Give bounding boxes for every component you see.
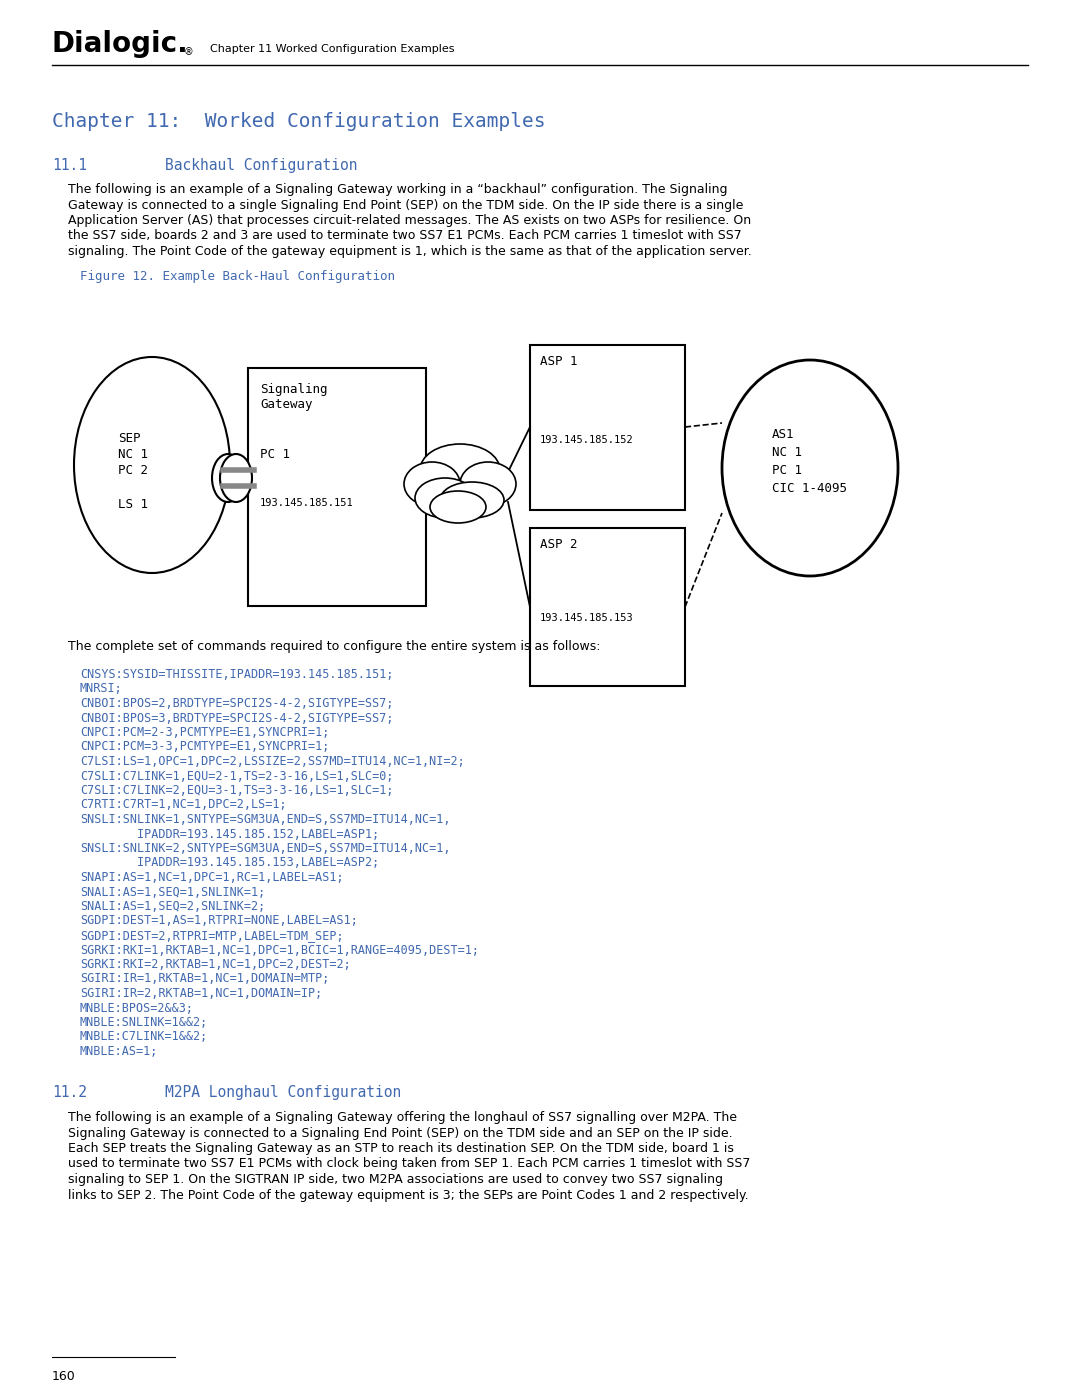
Ellipse shape bbox=[404, 462, 460, 506]
Bar bbox=[248, 367, 426, 606]
Text: LS 1: LS 1 bbox=[118, 497, 148, 511]
Ellipse shape bbox=[723, 360, 897, 576]
Text: PC 1: PC 1 bbox=[260, 448, 291, 461]
Text: SNSLI:SNLINK=1,SNTYPE=SGM3UA,END=S,SS7MD=ITU14,NC=1,: SNSLI:SNLINK=1,SNTYPE=SGM3UA,END=S,SS7MD… bbox=[80, 813, 450, 826]
Text: The following is an example of a Signaling Gateway working in a “backhaul” confi: The following is an example of a Signali… bbox=[68, 183, 728, 196]
Text: SGRKI:RKI=1,RKTAB=1,NC=1,DPC=1,BCIC=1,RANGE=4095,DEST=1;: SGRKI:RKI=1,RKTAB=1,NC=1,DPC=1,BCIC=1,RA… bbox=[80, 943, 480, 957]
Ellipse shape bbox=[75, 358, 230, 573]
Ellipse shape bbox=[212, 454, 244, 502]
Text: SNAPI:AS=1,NC=1,DPC=1,RC=1,LABEL=AS1;: SNAPI:AS=1,NC=1,DPC=1,RC=1,LABEL=AS1; bbox=[80, 870, 343, 884]
Text: AS1: AS1 bbox=[772, 427, 795, 441]
Text: CIC 1-4095: CIC 1-4095 bbox=[772, 482, 847, 495]
Text: The following is an example of a Signaling Gateway offering the longhaul of SS7 : The following is an example of a Signali… bbox=[68, 1111, 737, 1125]
Text: Gateway is connected to a single Signaling End Point (SEP) on the TDM side. On t: Gateway is connected to a single Signali… bbox=[68, 198, 743, 211]
Text: PC 2: PC 2 bbox=[118, 464, 148, 476]
Text: links to SEP 2. The Point Code of the gateway equipment is 3; the SEPs are Point: links to SEP 2. The Point Code of the ga… bbox=[68, 1189, 748, 1201]
Ellipse shape bbox=[220, 454, 252, 502]
Ellipse shape bbox=[420, 444, 500, 496]
Text: signaling. The Point Code of the gateway equipment is 1, which is the same as th: signaling. The Point Code of the gateway… bbox=[68, 244, 752, 258]
Text: SNSLI:SNLINK=2,SNTYPE=SGM3UA,END=S,SS7MD=ITU14,NC=1,: SNSLI:SNLINK=2,SNTYPE=SGM3UA,END=S,SS7MD… bbox=[80, 842, 450, 855]
Text: 11.1: 11.1 bbox=[52, 158, 87, 173]
Text: IPADDR=193.145.185.153,LABEL=ASP2;: IPADDR=193.145.185.153,LABEL=ASP2; bbox=[80, 856, 379, 869]
Text: 11.2: 11.2 bbox=[52, 1085, 87, 1099]
Text: MNBLE:SNLINK=1&&2;: MNBLE:SNLINK=1&&2; bbox=[80, 1016, 208, 1030]
Ellipse shape bbox=[415, 478, 475, 518]
Text: MNBLE:AS=1;: MNBLE:AS=1; bbox=[80, 1045, 159, 1058]
Text: used to terminate two SS7 E1 PCMs with clock being taken from SEP 1. Each PCM ca: used to terminate two SS7 E1 PCMs with c… bbox=[68, 1158, 751, 1171]
Text: CNBOI:BPOS=2,BRDTYPE=SPCI2S-4-2,SIGTYPE=SS7;: CNBOI:BPOS=2,BRDTYPE=SPCI2S-4-2,SIGTYPE=… bbox=[80, 697, 393, 710]
Text: CNPCI:PCM=3-3,PCMTYPE=E1,SYNCPRI=1;: CNPCI:PCM=3-3,PCMTYPE=E1,SYNCPRI=1; bbox=[80, 740, 329, 753]
Text: MNBLE:BPOS=2&&3;: MNBLE:BPOS=2&&3; bbox=[80, 1002, 194, 1014]
Text: NC 1: NC 1 bbox=[772, 446, 802, 460]
Text: NC 1: NC 1 bbox=[118, 448, 148, 461]
Text: the SS7 side, boards 2 and 3 are used to terminate two SS7 E1 PCMs. Each PCM car: the SS7 side, boards 2 and 3 are used to… bbox=[68, 229, 742, 243]
Text: Each SEP treats the Signaling Gateway as an STP to reach its destination SEP. On: Each SEP treats the Signaling Gateway as… bbox=[68, 1141, 734, 1155]
Text: IPADDR=193.145.185.152,LABEL=ASP1;: IPADDR=193.145.185.152,LABEL=ASP1; bbox=[80, 827, 379, 841]
Text: C7SLI:C7LINK=2,EQU=3-1,TS=3-3-16,LS=1,SLC=1;: C7SLI:C7LINK=2,EQU=3-1,TS=3-3-16,LS=1,SL… bbox=[80, 784, 393, 798]
Text: Signaling: Signaling bbox=[260, 383, 327, 395]
Text: Signaling Gateway is connected to a Signaling End Point (SEP) on the TDM side an: Signaling Gateway is connected to a Sign… bbox=[68, 1126, 732, 1140]
Ellipse shape bbox=[413, 454, 508, 520]
Text: MNBLE:C7LINK=1&&2;: MNBLE:C7LINK=1&&2; bbox=[80, 1031, 208, 1044]
Text: SGDPI:DEST=1,AS=1,RTPRI=NONE,LABEL=AS1;: SGDPI:DEST=1,AS=1,RTPRI=NONE,LABEL=AS1; bbox=[80, 915, 357, 928]
Text: SGIRI:IR=2,RKTAB=1,NC=1,DOMAIN=IP;: SGIRI:IR=2,RKTAB=1,NC=1,DOMAIN=IP; bbox=[80, 988, 322, 1000]
Text: 160: 160 bbox=[52, 1370, 76, 1383]
Text: Dialogic.: Dialogic. bbox=[52, 29, 189, 59]
Ellipse shape bbox=[430, 490, 486, 522]
Ellipse shape bbox=[460, 462, 516, 506]
Text: Chapter 11 Worked Configuration Examples: Chapter 11 Worked Configuration Examples bbox=[210, 43, 455, 54]
Text: SEP: SEP bbox=[118, 432, 140, 446]
Text: M2PA Longhaul Configuration: M2PA Longhaul Configuration bbox=[165, 1085, 402, 1099]
Text: Chapter 11:  Worked Configuration Examples: Chapter 11: Worked Configuration Example… bbox=[52, 112, 545, 131]
Text: C7SLI:C7LINK=1,EQU=2-1,TS=2-3-16,LS=1,SLC=0;: C7SLI:C7LINK=1,EQU=2-1,TS=2-3-16,LS=1,SL… bbox=[80, 770, 393, 782]
Text: Backhaul Configuration: Backhaul Configuration bbox=[165, 158, 357, 173]
Text: The complete set of commands required to configure the entire system is as follo: The complete set of commands required to… bbox=[68, 640, 600, 652]
Text: C7RTI:C7RT=1,NC=1,DPC=2,LS=1;: C7RTI:C7RT=1,NC=1,DPC=2,LS=1; bbox=[80, 799, 286, 812]
Text: signaling to SEP 1. On the SIGTRAN IP side, two M2PA associations are used to co: signaling to SEP 1. On the SIGTRAN IP si… bbox=[68, 1173, 723, 1186]
Text: Gateway: Gateway bbox=[260, 398, 312, 411]
Text: SGIRI:IR=1,RKTAB=1,NC=1,DOMAIN=MTP;: SGIRI:IR=1,RKTAB=1,NC=1,DOMAIN=MTP; bbox=[80, 972, 329, 985]
Text: 193.145.185.152: 193.145.185.152 bbox=[540, 434, 634, 446]
Text: CNBOI:BPOS=3,BRDTYPE=SPCI2S-4-2,SIGTYPE=SS7;: CNBOI:BPOS=3,BRDTYPE=SPCI2S-4-2,SIGTYPE=… bbox=[80, 711, 393, 725]
Text: Figure 12. Example Back-Haul Configuration: Figure 12. Example Back-Haul Configurati… bbox=[80, 270, 395, 284]
Text: ASP 2: ASP 2 bbox=[540, 538, 578, 550]
Text: ASP 1: ASP 1 bbox=[540, 355, 578, 367]
Text: 193.145.185.151: 193.145.185.151 bbox=[260, 497, 354, 509]
Text: SNALI:AS=1,SEQ=2,SNLINK=2;: SNALI:AS=1,SEQ=2,SNLINK=2; bbox=[80, 900, 266, 914]
Text: SGDPI:DEST=2,RTPRI=MTP,LABEL=TDM_SEP;: SGDPI:DEST=2,RTPRI=MTP,LABEL=TDM_SEP; bbox=[80, 929, 343, 942]
Bar bbox=[530, 528, 685, 686]
Text: Application Server (AS) that processes circuit-related messages. The AS exists o: Application Server (AS) that processes c… bbox=[68, 214, 751, 226]
Bar bbox=[530, 345, 685, 510]
Text: SGRKI:RKI=2,RKTAB=1,NC=1,DPC=2,DEST=2;: SGRKI:RKI=2,RKTAB=1,NC=1,DPC=2,DEST=2; bbox=[80, 958, 351, 971]
Text: 193.145.185.153: 193.145.185.153 bbox=[540, 613, 634, 623]
Ellipse shape bbox=[440, 482, 504, 518]
Text: ®: ® bbox=[184, 47, 193, 57]
Text: CNSYS:SYSID=THISSITE,IPADDR=193.145.185.151;: CNSYS:SYSID=THISSITE,IPADDR=193.145.185.… bbox=[80, 668, 393, 680]
Text: C7LSI:LS=1,OPC=1,DPC=2,LSSIZE=2,SS7MD=ITU14,NC=1,NI=2;: C7LSI:LS=1,OPC=1,DPC=2,LSSIZE=2,SS7MD=IT… bbox=[80, 754, 464, 768]
Text: MNRSI;: MNRSI; bbox=[80, 683, 123, 696]
Text: PC 1: PC 1 bbox=[772, 464, 802, 476]
Text: CNPCI:PCM=2-3,PCMTYPE=E1,SYNCPRI=1;: CNPCI:PCM=2-3,PCMTYPE=E1,SYNCPRI=1; bbox=[80, 726, 329, 739]
Text: SNALI:AS=1,SEQ=1,SNLINK=1;: SNALI:AS=1,SEQ=1,SNLINK=1; bbox=[80, 886, 266, 898]
